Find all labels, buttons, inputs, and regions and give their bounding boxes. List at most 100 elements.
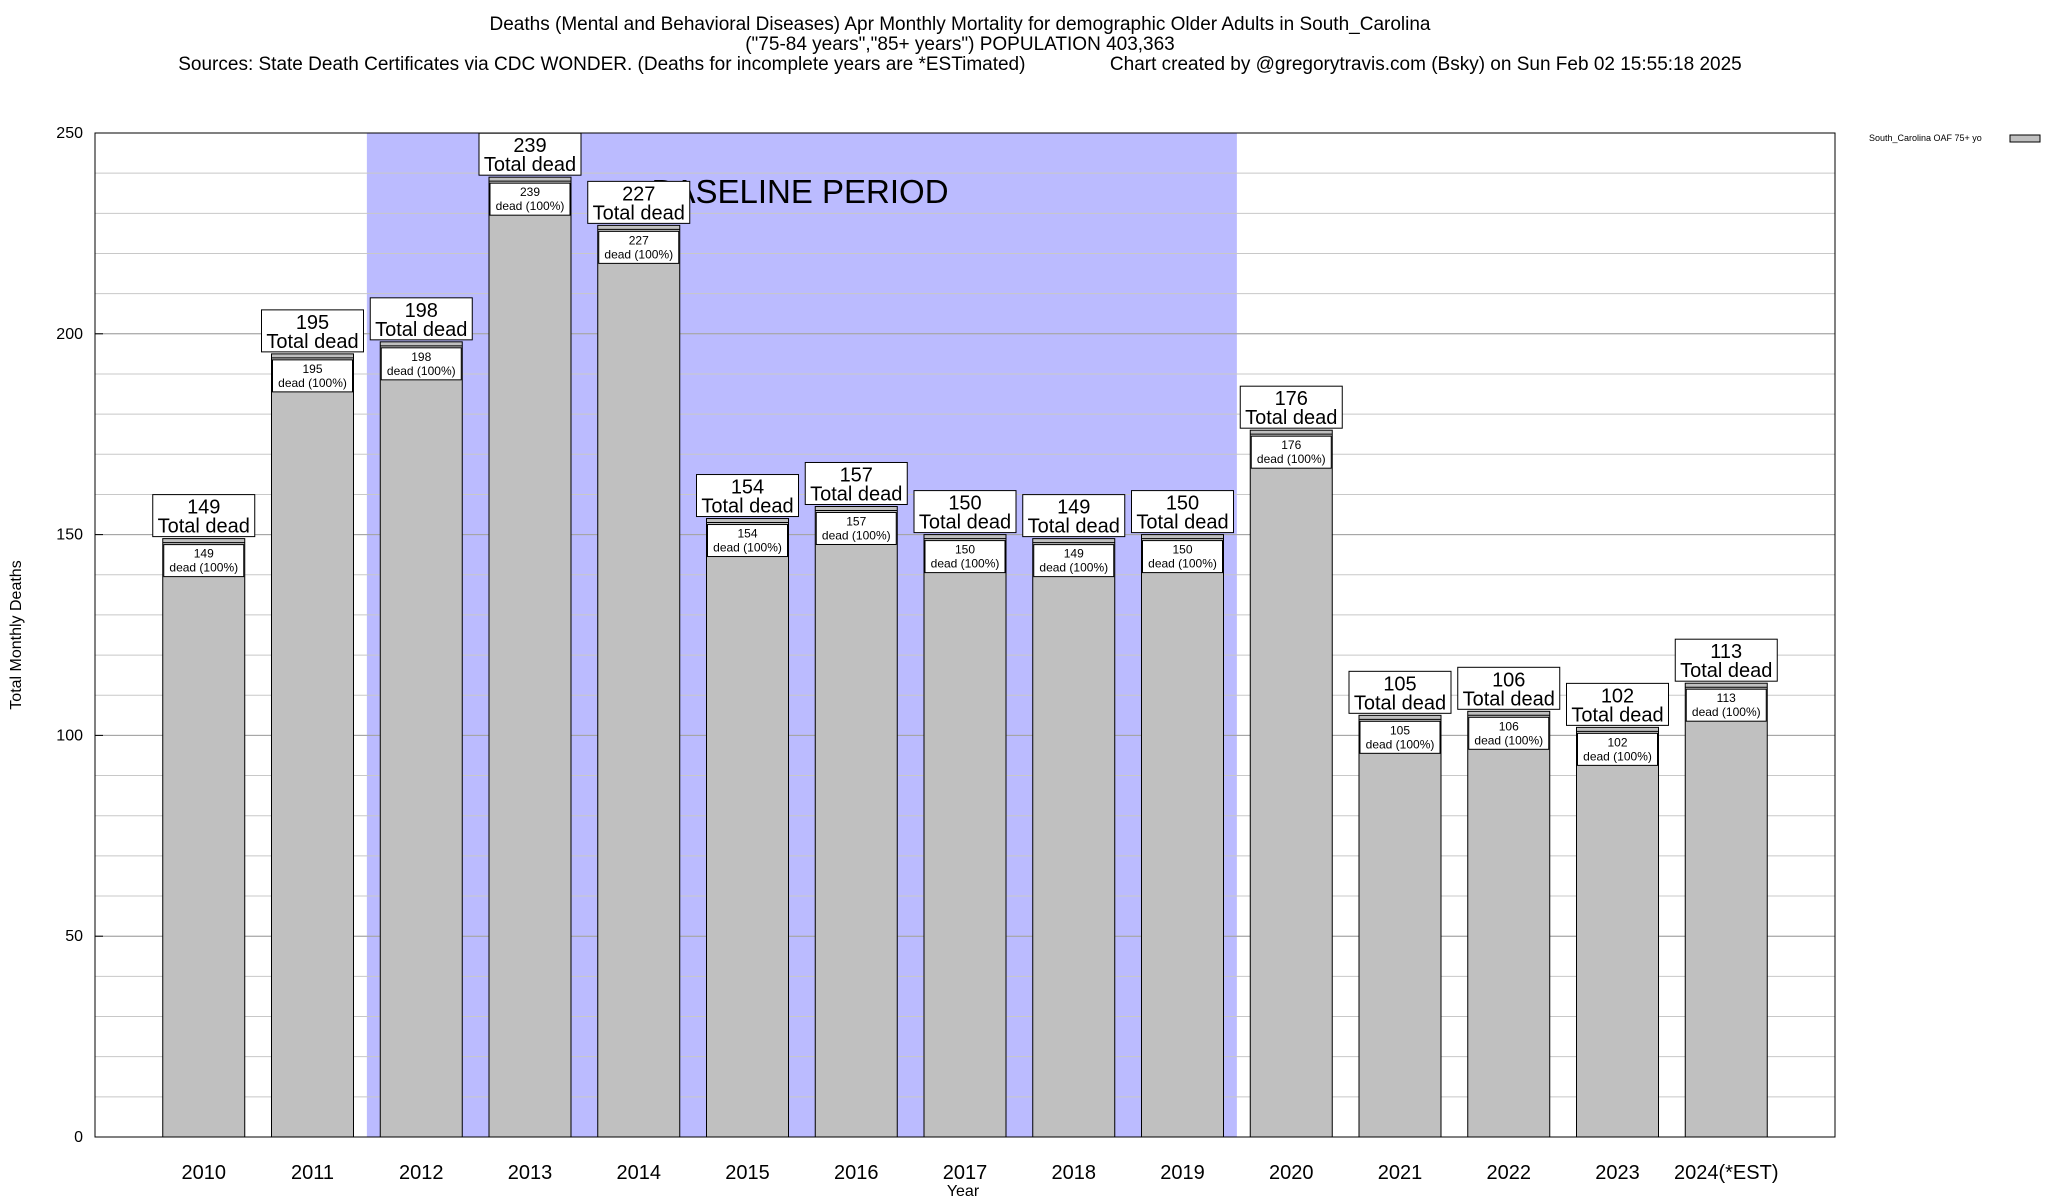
- inner-label-text: dead (100%): [931, 557, 1000, 571]
- y-tick-label: 250: [56, 125, 83, 142]
- inner-label-box: [1142, 540, 1223, 574]
- total-label-text: Total dead: [701, 496, 793, 518]
- total-label-value: 102: [1601, 685, 1634, 707]
- inner-label-value: 154: [737, 527, 757, 541]
- total-label-text: Total dead: [375, 319, 467, 341]
- bar-2018: [1032, 538, 1116, 1138]
- inner-label-text: dead (100%): [1148, 557, 1217, 571]
- inner-label-box: [924, 540, 1006, 574]
- x-tick-label: 2017: [943, 1162, 988, 1184]
- inner-label-text: dead (100%): [1257, 452, 1326, 466]
- x-tick-label: 2012: [399, 1162, 444, 1184]
- inner-label-text: dead (100%): [713, 541, 782, 555]
- x-tick-label: 2013: [508, 1162, 553, 1184]
- total-label-value: 149: [1057, 497, 1090, 519]
- total-label-box: [696, 474, 799, 518]
- chart-title-line-2: ("75-84 years","85+ years") POPULATION 4…: [745, 34, 1175, 55]
- total-label-text: Total dead: [919, 512, 1011, 534]
- x-tick-label: 2010: [182, 1162, 227, 1184]
- plot-frame: [94, 132, 1836, 1138]
- inner-label-value: 157: [846, 514, 866, 528]
- total-label-value: 150: [948, 493, 981, 515]
- x-tick-label: 2016: [834, 1162, 879, 1184]
- total-label-value: 106: [1492, 669, 1525, 691]
- inner-label-text: dead (100%): [1474, 733, 1543, 747]
- total-label-value: 239: [513, 135, 546, 157]
- inner-label-box: [489, 182, 571, 216]
- inner-label-value: 105: [1390, 723, 1410, 737]
- x-tick-label: 2011: [291, 1162, 334, 1184]
- total-label-value: 150: [1166, 493, 1199, 515]
- inner-label-box: [1468, 716, 1550, 750]
- total-label-value: 154: [731, 477, 764, 499]
- legend-swatch: [2009, 134, 2041, 143]
- total-label-box: [478, 132, 582, 176]
- total-label-box: [1239, 385, 1343, 429]
- bar-2024(*EST): [1684, 682, 1768, 1138]
- inner-label-box: [380, 347, 462, 381]
- total-label-text: Total dead: [1680, 660, 1772, 682]
- total-label-text: Total dead: [1028, 516, 1120, 538]
- inner-label-value: 113: [1717, 691, 1736, 705]
- total-label-text: Total dead: [1245, 407, 1337, 429]
- inner-label-value: 176: [1281, 438, 1301, 452]
- inner-label-value: 195: [302, 362, 322, 376]
- inner-label-value: 149: [194, 547, 214, 561]
- total-label-text: Total dead: [1571, 704, 1663, 726]
- inner-label-box: [707, 524, 788, 558]
- inner-label-text: dead (100%): [1692, 705, 1761, 719]
- inner-label-value: 149: [1064, 547, 1084, 561]
- y-axis-title: Total Monthly Deaths: [8, 560, 25, 709]
- inner-label-text: dead (100%): [822, 528, 891, 542]
- inner-label-value: 150: [1172, 543, 1192, 557]
- bar-2014: [597, 224, 681, 1138]
- inner-label-value: 239: [520, 185, 540, 199]
- total-label-box: [1022, 494, 1126, 538]
- total-label-box: [913, 490, 1017, 534]
- y-tick-label: 50: [65, 928, 83, 945]
- x-tick-label: 2021: [1378, 1162, 1423, 1184]
- inner-label-box: [1250, 435, 1332, 469]
- x-tick-label: 2024(*EST): [1674, 1162, 1779, 1184]
- legend-label: South_Carolina OAF 75+ yo: [1869, 133, 1982, 143]
- inner-label-box: [1577, 732, 1658, 766]
- total-label-value: 198: [405, 300, 438, 322]
- total-label-box: [1131, 490, 1234, 534]
- inner-label-value: 198: [411, 350, 431, 364]
- total-label-text: Total dead: [1136, 512, 1228, 534]
- inner-label-text: dead (100%): [1039, 561, 1108, 575]
- bar-2022: [1467, 710, 1551, 1138]
- inner-label-box: [272, 359, 353, 393]
- inner-label-text: dead (100%): [169, 561, 238, 575]
- bar-2015: [706, 518, 789, 1138]
- bar-2016: [814, 505, 898, 1138]
- total-label-text: Total dead: [158, 516, 250, 538]
- inner-label-text: dead (100%): [278, 376, 347, 390]
- x-tick-label: 2020: [1269, 1162, 1314, 1184]
- total-label-value: 105: [1383, 673, 1416, 695]
- bar-2010: [162, 538, 246, 1138]
- total-label-text: Total dead: [810, 483, 902, 505]
- y-tick-label: 200: [56, 326, 83, 343]
- total-label-value: 113: [1710, 641, 1742, 663]
- total-label-value: 176: [1275, 388, 1308, 410]
- inner-label-box: [598, 230, 680, 264]
- inner-label-box: [1033, 544, 1115, 578]
- bar-2013: [488, 176, 572, 1138]
- inner-label-text: dead (100%): [387, 364, 456, 378]
- total-label-text: Total dead: [1354, 692, 1446, 714]
- x-tick-label: 2018: [1052, 1162, 1097, 1184]
- inner-label-text: dead (100%): [1366, 737, 1435, 751]
- x-tick-label: 2015: [725, 1162, 770, 1184]
- bar-2021: [1358, 714, 1442, 1138]
- inner-label-box: [815, 511, 897, 545]
- total-label-box: [587, 180, 691, 224]
- baseline-period-label: BASELINE PERIOD: [651, 173, 948, 210]
- total-label-text: Total dead: [484, 154, 576, 176]
- total-label-box: [1457, 666, 1561, 710]
- inner-label-value: 150: [955, 543, 975, 557]
- x-axis-title: Year: [947, 1183, 980, 1200]
- y-tick-label: 0: [74, 1129, 83, 1146]
- inner-label-text: dead (100%): [1583, 749, 1652, 763]
- inner-label-value: 102: [1607, 735, 1627, 749]
